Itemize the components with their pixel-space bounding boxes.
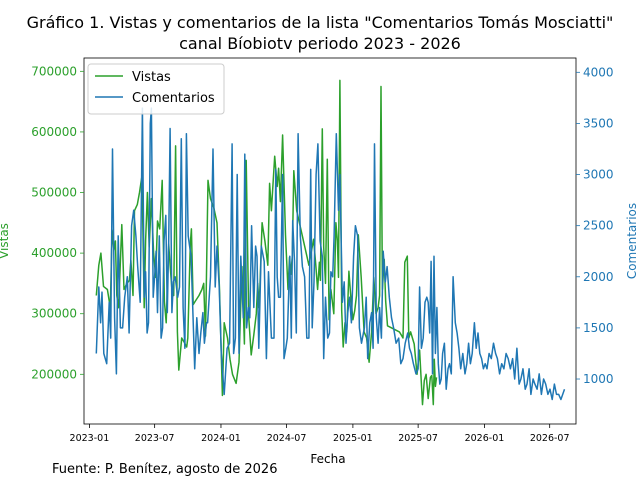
y-left-tick-label: 700000 <box>31 64 77 78</box>
y-right-tick-label: 3500 <box>583 116 614 130</box>
y-left-tick-label: 500000 <box>31 186 77 200</box>
x-tick-label: 2024-07 <box>267 433 307 444</box>
y-left-tick-label: 200000 <box>31 367 77 381</box>
y-axis-right-label: Comentarios <box>625 203 639 279</box>
x-tick-label: 2024-01 <box>201 433 241 444</box>
y-left-tick-label: 300000 <box>31 307 77 321</box>
plot-frame <box>83 57 577 425</box>
x-tick-label: 2026-07 <box>530 433 570 444</box>
y-right-tick-label: 2500 <box>583 219 614 233</box>
y-axis-left: 200000 300000 400000 500000 600000 700000 <box>31 64 84 381</box>
x-axis-label: Fecha <box>310 452 345 466</box>
y-axis-left-label: Vistas <box>0 223 11 259</box>
x-tick-label: 2026-01 <box>465 433 505 444</box>
legend: Vistas Comentarios <box>87 63 225 115</box>
x-tick-label: 2023-07 <box>135 433 175 444</box>
y-right-tick-label: 1000 <box>583 372 614 386</box>
y-right-tick-label: 2000 <box>583 270 614 284</box>
x-tick-label: 2025-07 <box>398 433 438 444</box>
plot-area <box>83 57 577 425</box>
x-tick-label: 2023-01 <box>70 433 110 444</box>
chart-subtitle: canal Bíobiotv periodo 2023 - 2026 <box>179 34 461 53</box>
y-left-tick-label: 400000 <box>31 246 77 260</box>
series-layer <box>95 79 566 406</box>
legend-label-vistas: Vistas <box>132 70 171 85</box>
source-note: Fuente: P. Benítez, agosto de 2026 <box>52 462 277 477</box>
y-right-tick-label: 4000 <box>583 65 614 79</box>
y-right-tick-label: 3000 <box>583 168 614 182</box>
chart-title: Gráfico 1. Vistas y comentarios de la li… <box>27 13 614 32</box>
series-line-vistas <box>95 79 438 406</box>
y-right-tick-label: 1500 <box>583 321 614 335</box>
y-axis-right: 1000 1500 2000 2500 3000 3500 4000 <box>576 65 614 386</box>
series-line-comentarios <box>95 107 566 401</box>
y-left-tick-label: 600000 <box>31 125 77 139</box>
x-tick-label: 2025-01 <box>333 433 373 444</box>
legend-label-comentarios: Comentarios <box>132 91 215 106</box>
x-axis: 2023-01 2023-07 2024-01 2024-07 2025-01 2025-… <box>70 424 570 444</box>
